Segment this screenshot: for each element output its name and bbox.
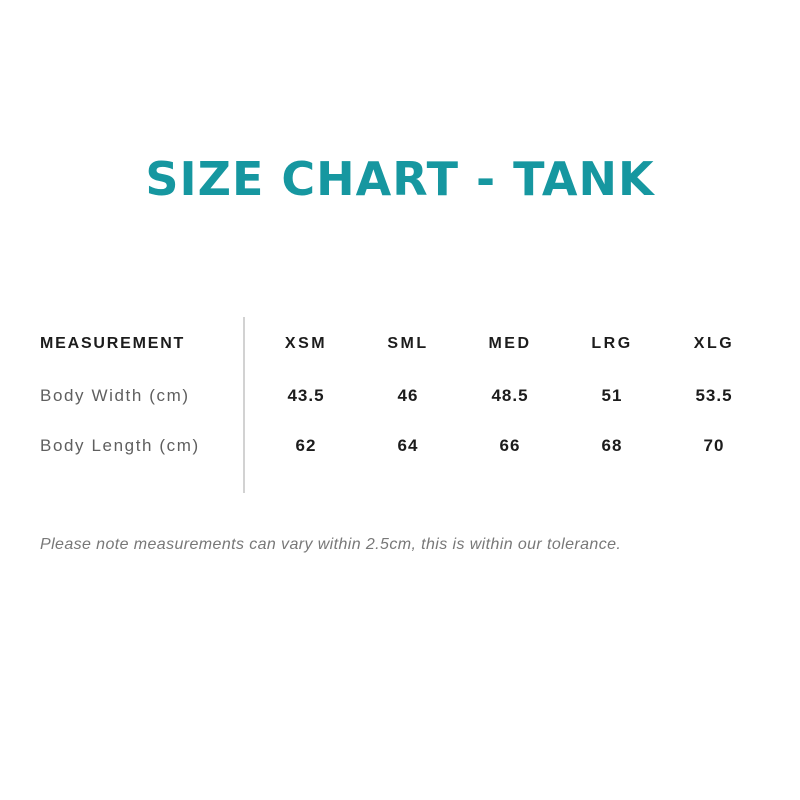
column-header-lrg: LRG — [591, 335, 633, 352]
column-header-med: MED — [488, 335, 532, 352]
size-chart-grid: MEASUREMENT XSM SML MED LRG XLG Body Wid… — [40, 317, 765, 471]
body-length-value-xsm: 62 — [295, 436, 317, 455]
column-header-xsm: XSM — [284, 335, 328, 352]
body-width-value-sml: 46 — [397, 386, 419, 405]
body-length-value-lrg: 68 — [601, 436, 623, 455]
column-header-measurement: MEASUREMENT — [40, 335, 186, 352]
body-length-value-sml: 64 — [397, 436, 419, 455]
body-width-value-med: 48.5 — [491, 386, 529, 405]
column-header-xlg: XLG — [693, 335, 735, 352]
body-length-value-xlg: 70 — [703, 436, 725, 455]
row-label-body-length: Body Length (cm) — [40, 436, 200, 455]
column-header-sml: SML — [387, 335, 429, 352]
body-width-value-lrg: 51 — [601, 386, 623, 405]
tolerance-note: Please note measurements can vary within… — [40, 536, 622, 553]
size-chart-table: MEASUREMENT XSM SML MED LRG XLG Body Wid… — [40, 317, 765, 493]
page-title: SIZE CHART - TANK — [145, 152, 655, 206]
body-width-value-xlg: 53.5 — [695, 386, 733, 405]
body-length-value-med: 66 — [499, 436, 521, 455]
row-label-body-width: Body Width (cm) — [40, 386, 190, 405]
column-divider-line — [243, 317, 245, 493]
body-width-value-xsm: 43.5 — [287, 386, 325, 405]
